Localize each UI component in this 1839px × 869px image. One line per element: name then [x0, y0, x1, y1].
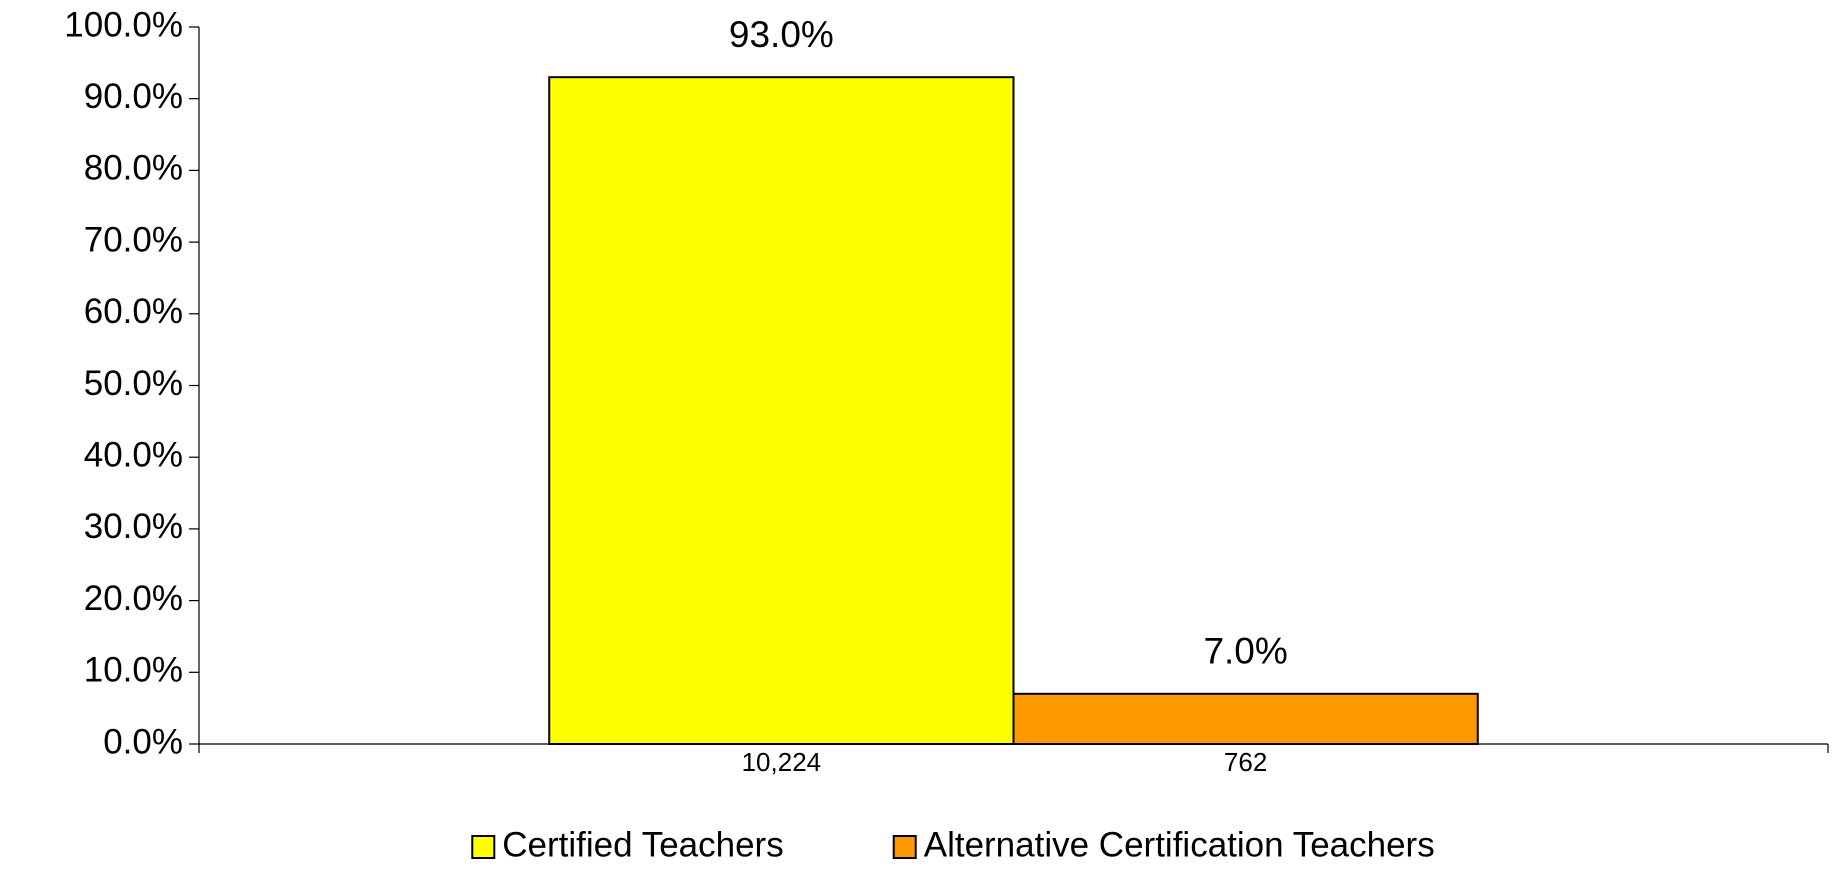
y-tick-label: 20.0% [84, 579, 183, 618]
x-tick-label: 762 [1224, 747, 1267, 777]
y-tick-label: 70.0% [84, 220, 183, 259]
y-tick-label: 80.0% [84, 149, 183, 188]
x-tick-label: 10,224 [742, 747, 822, 777]
y-tick-label: 30.0% [84, 507, 183, 546]
value-label: 93.0% [729, 14, 834, 55]
y-tick-label: 100.0% [64, 5, 183, 44]
value-label: 7.0% [1203, 631, 1287, 672]
y-tick-label: 60.0% [84, 292, 183, 331]
legend-label: Certified Teachers [502, 825, 783, 864]
legend-label: Alternative Certification Teachers [924, 825, 1435, 864]
legend-swatch [471, 835, 496, 859]
y-tick-label: 90.0% [84, 77, 183, 116]
y-tick-label: 40.0% [84, 435, 183, 474]
legend-swatch [892, 835, 917, 859]
bar [1012, 692, 1479, 745]
y-tick-label: 0.0% [103, 722, 183, 761]
y-tick-label: 10.0% [84, 651, 183, 690]
y-tick-label: 50.0% [84, 364, 183, 403]
bar [548, 76, 1015, 745]
